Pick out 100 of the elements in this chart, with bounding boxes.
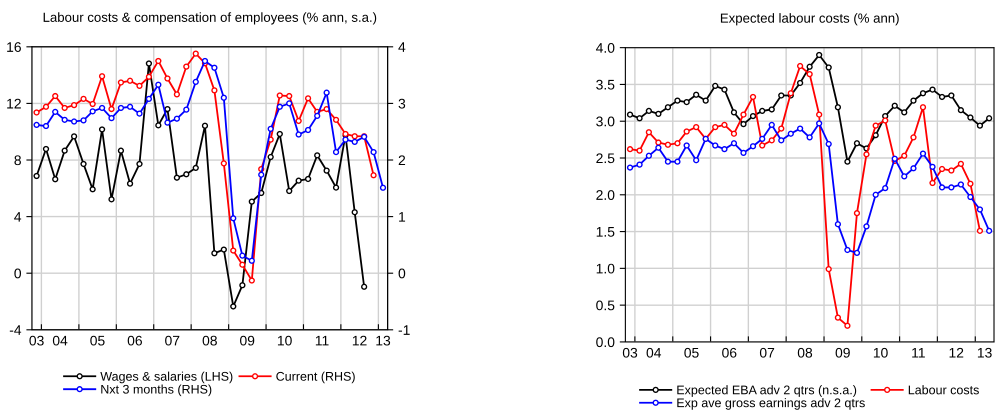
point bbox=[136, 160, 143, 168]
point bbox=[230, 247, 236, 254]
chart-title: Expected labour costs (% ann) bbox=[720, 13, 899, 26]
point bbox=[768, 137, 775, 144]
point bbox=[826, 140, 832, 148]
point bbox=[90, 108, 96, 114]
x-tick-label: 08 bbox=[798, 348, 812, 358]
point bbox=[759, 136, 766, 142]
x-tick-label: 09 bbox=[836, 348, 850, 358]
point bbox=[370, 172, 377, 178]
point bbox=[986, 228, 992, 234]
point bbox=[778, 137, 784, 144]
point bbox=[332, 148, 340, 156]
point bbox=[98, 73, 106, 80]
x-tick-label: 09 bbox=[240, 336, 254, 346]
point bbox=[712, 82, 718, 90]
point bbox=[164, 106, 171, 112]
point bbox=[712, 124, 718, 130]
point bbox=[712, 142, 718, 149]
point bbox=[155, 58, 162, 64]
point bbox=[910, 165, 917, 172]
point bbox=[33, 109, 40, 116]
point bbox=[636, 148, 643, 154]
x-tick-label: 04 bbox=[52, 336, 68, 346]
point bbox=[230, 215, 236, 222]
point bbox=[721, 146, 728, 152]
point bbox=[146, 74, 152, 80]
point bbox=[788, 90, 794, 96]
point bbox=[976, 206, 984, 213]
point bbox=[844, 246, 851, 254]
y-tick-label: 2.5 bbox=[596, 153, 614, 164]
point bbox=[70, 133, 78, 140]
point bbox=[183, 106, 190, 113]
point bbox=[52, 176, 58, 182]
legend-label: Expected EBA adv 2 qtrs (n.s.a.) bbox=[677, 385, 856, 397]
point bbox=[730, 130, 738, 137]
point bbox=[664, 142, 672, 148]
point bbox=[80, 96, 87, 102]
point bbox=[108, 106, 115, 112]
point bbox=[901, 152, 908, 159]
point bbox=[90, 100, 96, 108]
point bbox=[636, 115, 643, 122]
point bbox=[929, 180, 936, 186]
point bbox=[626, 111, 634, 118]
point bbox=[42, 104, 50, 110]
point bbox=[872, 132, 879, 138]
point bbox=[230, 303, 236, 310]
y2-tick-label: 1 bbox=[399, 212, 406, 222]
legend-label: Wages & salaries (LHS) bbox=[100, 372, 232, 384]
point bbox=[126, 104, 134, 110]
point bbox=[174, 91, 180, 98]
point bbox=[976, 122, 984, 129]
point bbox=[80, 117, 87, 124]
point bbox=[967, 114, 974, 121]
point bbox=[693, 157, 700, 164]
point bbox=[816, 52, 822, 58]
point bbox=[626, 146, 634, 152]
y-tick-label: 0.5 bbox=[596, 300, 614, 310]
point bbox=[693, 92, 700, 98]
point bbox=[920, 104, 926, 110]
point bbox=[192, 78, 199, 86]
point bbox=[910, 97, 917, 104]
x-tick-label: 07 bbox=[760, 348, 774, 358]
point bbox=[768, 122, 775, 128]
point bbox=[826, 64, 832, 71]
point bbox=[239, 252, 246, 259]
y2-tick-label: 4 bbox=[398, 42, 406, 52]
point bbox=[174, 116, 180, 122]
point bbox=[730, 140, 738, 146]
point bbox=[118, 79, 124, 86]
y2-tick-label: 3 bbox=[398, 98, 406, 109]
point bbox=[220, 246, 227, 253]
y-tick-label: 8 bbox=[14, 155, 21, 166]
y-tick-label: 12 bbox=[7, 98, 21, 108]
y2-tick-label: 2 bbox=[398, 155, 406, 166]
point bbox=[126, 180, 134, 187]
y-tick-label: 3.5 bbox=[596, 80, 614, 90]
point bbox=[164, 75, 171, 82]
point bbox=[948, 167, 954, 174]
chart-title: Labour costs & compensation of employees (% ann, s.a.) bbox=[44, 12, 376, 25]
point bbox=[938, 166, 946, 172]
point bbox=[239, 262, 246, 268]
point bbox=[674, 97, 681, 104]
point bbox=[929, 164, 936, 170]
point bbox=[33, 122, 40, 128]
point bbox=[938, 184, 946, 191]
x-tick-label: 03 bbox=[622, 348, 638, 358]
point bbox=[872, 122, 879, 129]
point bbox=[882, 185, 888, 192]
point bbox=[62, 104, 68, 112]
y2-tick-label: -1 bbox=[398, 325, 410, 335]
point bbox=[759, 142, 766, 149]
point bbox=[342, 136, 349, 143]
point bbox=[248, 198, 255, 205]
x-tick-label: 05 bbox=[90, 336, 105, 346]
x-tick-label: 03 bbox=[29, 336, 44, 346]
y-tick-label: 1.0 bbox=[596, 264, 614, 274]
point bbox=[816, 111, 822, 118]
point bbox=[958, 181, 964, 188]
point bbox=[146, 96, 152, 102]
